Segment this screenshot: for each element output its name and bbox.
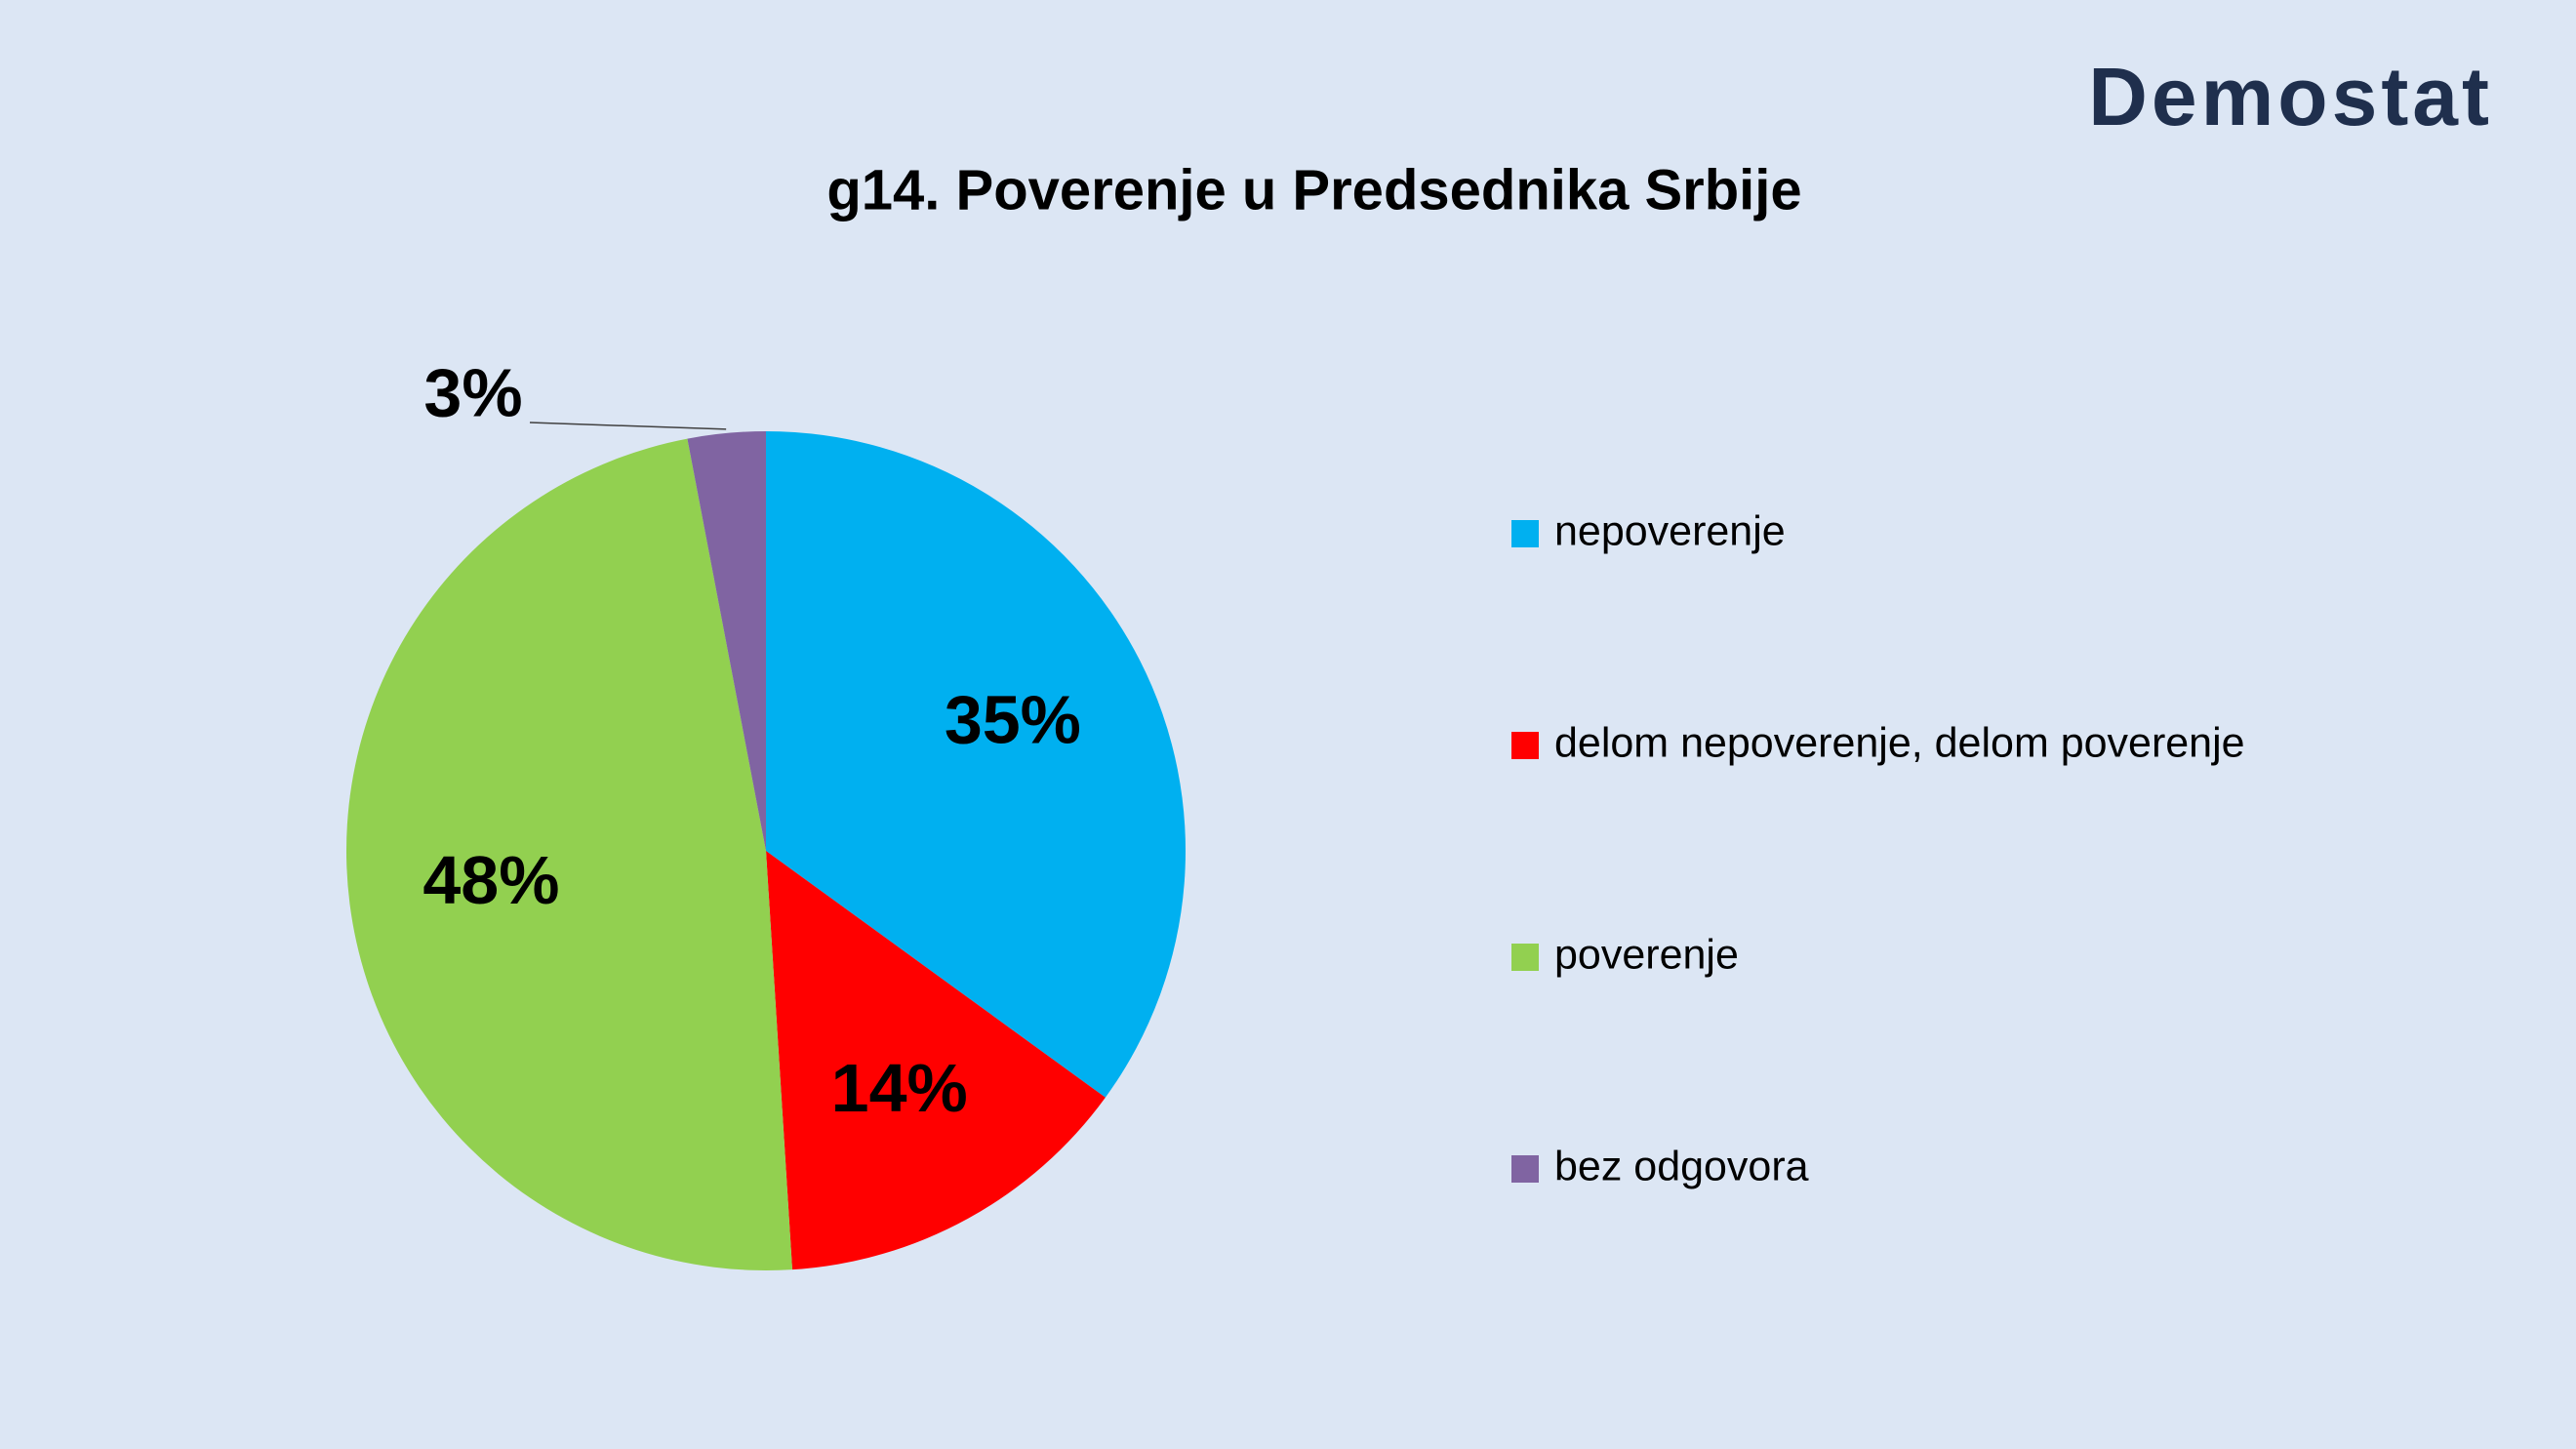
legend-swatch (1511, 520, 1539, 547)
data-label: 14% (831, 1050, 968, 1126)
pie-slice (766, 851, 1106, 1270)
legend-swatch (1511, 1155, 1539, 1183)
legend-label: bez odgovora (1554, 1143, 1809, 1189)
data-label: 48% (423, 842, 559, 918)
pie-slice (345, 438, 792, 1271)
legend-label: nepoverenje (1554, 507, 1786, 554)
legend-swatch (1511, 732, 1539, 759)
pie-slice (687, 431, 766, 851)
logo: Demostat (2088, 51, 2493, 142)
chart-title: g14. Poverenje u Predsednika Srbije (826, 158, 1801, 221)
legend-label: delom nepoverenje, delom poverenje (1554, 719, 2245, 766)
data-label: 35% (945, 682, 1081, 758)
pie-slice (766, 431, 1186, 1098)
data-label: 3% (423, 354, 522, 430)
legend-label: poverenje (1554, 931, 1739, 978)
leader-line (529, 422, 727, 430)
legend-swatch (1511, 944, 1539, 971)
